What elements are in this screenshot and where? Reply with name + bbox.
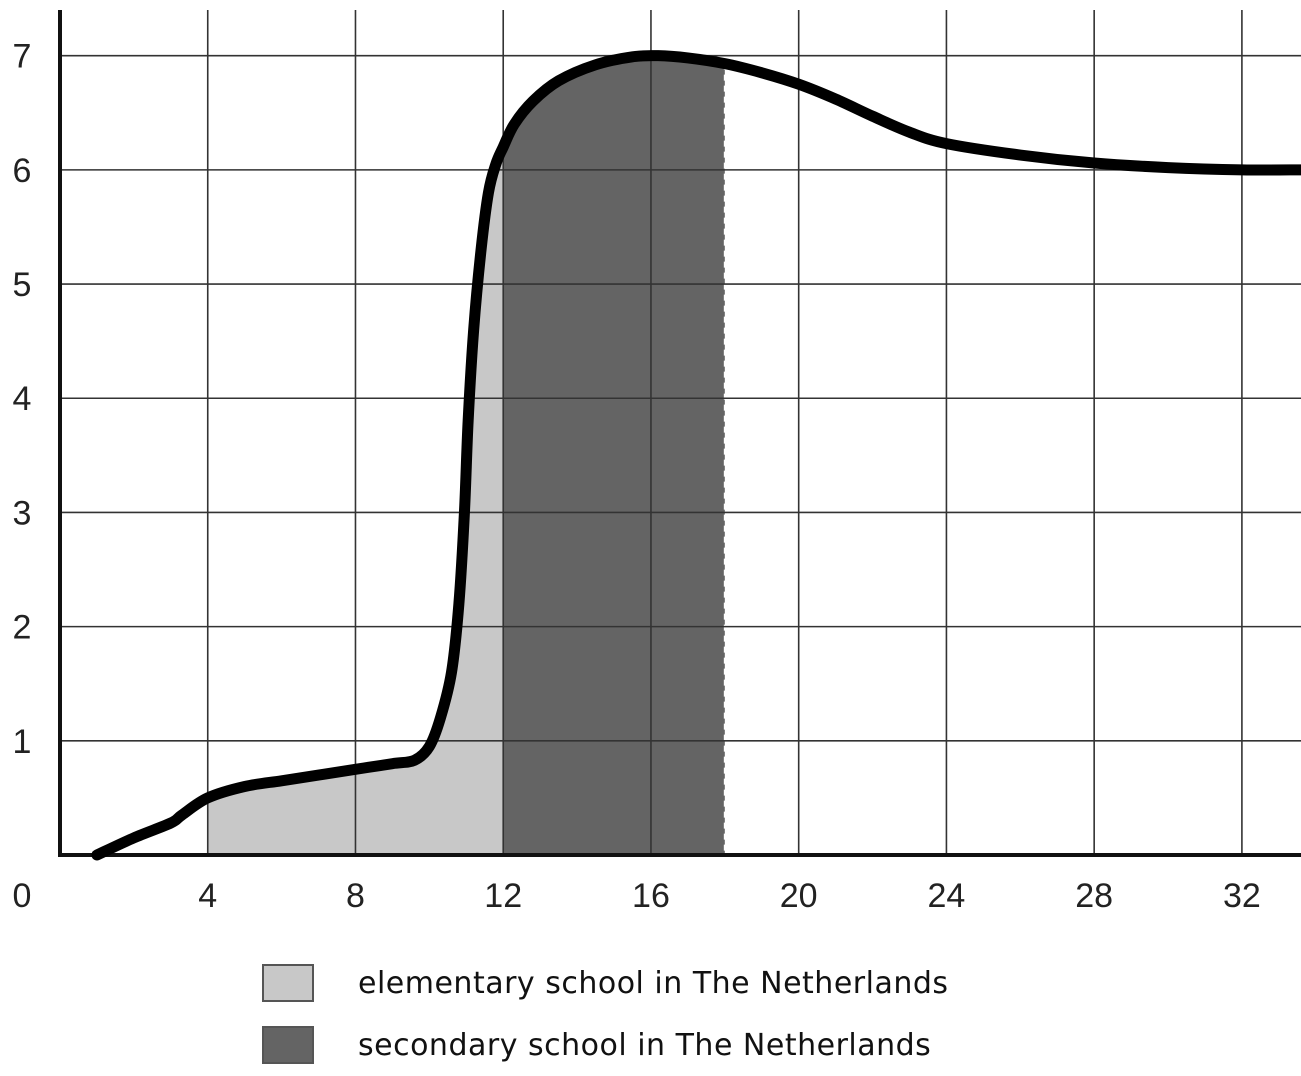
y-tick-label: 7 [13, 38, 32, 76]
y-tick-label: 1 [13, 723, 32, 761]
shaded-regions [207, 55, 726, 856]
legend-swatch-elementary [262, 964, 314, 1002]
legend-swatch-secondary [262, 1026, 314, 1064]
x-tick-label: 28 [1075, 877, 1113, 915]
shaded-region-0 [207, 147, 504, 855]
legend-label-elementary: elementary school in The Netherlands [358, 965, 949, 1001]
series [91, 50, 1301, 861]
shaded-region-1 [503, 55, 725, 856]
y-tick-label: 5 [13, 266, 32, 304]
x-tick-label: 12 [484, 877, 522, 915]
legend-label-secondary: secondary school in The Netherlands [358, 1027, 932, 1063]
legend-item-elementary: elementary school in The Netherlands [262, 952, 949, 1014]
origin-label: 0 [13, 877, 32, 915]
y-tick-label: 3 [13, 494, 32, 532]
x-tick-label: 20 [780, 877, 818, 915]
legend-item-secondary: secondary school in The Netherlands [262, 1014, 949, 1076]
y-tick-label: 6 [13, 152, 32, 190]
y-tick-label: 2 [13, 609, 32, 647]
axes [58, 10, 1301, 857]
y-tick-label: 4 [13, 380, 32, 418]
x-tick-label: 4 [198, 877, 217, 915]
series-line [91, 50, 1301, 861]
legend: elementary school in The Netherlands sec… [262, 952, 949, 1076]
x-tick-label: 32 [1223, 877, 1261, 915]
x-tick-label: 24 [928, 877, 966, 915]
x-tick-label: 16 [632, 877, 670, 915]
x-tick-label: 8 [346, 877, 365, 915]
